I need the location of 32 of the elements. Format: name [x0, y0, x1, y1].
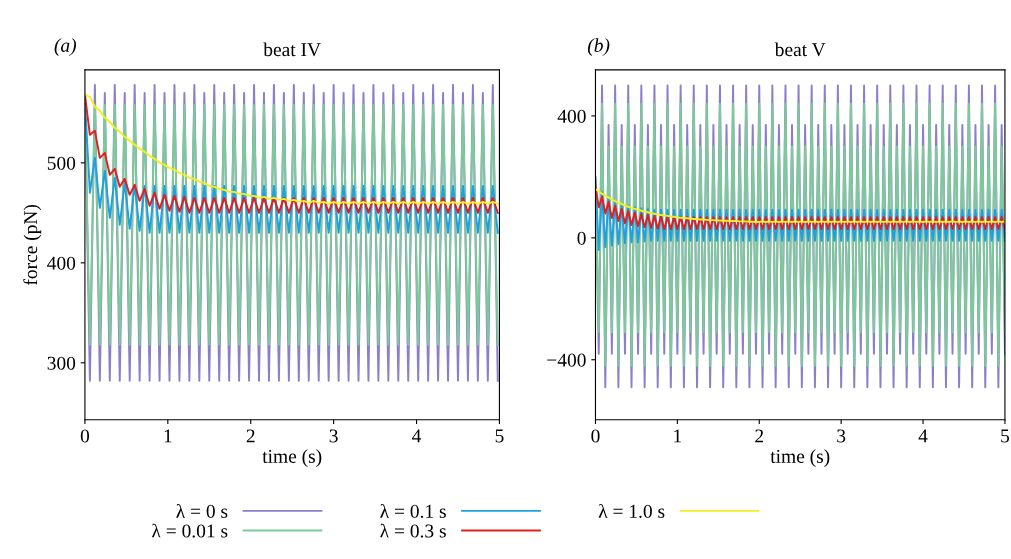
x-axis-title: time (s): [770, 449, 830, 467]
x-tick-label: 4: [918, 429, 928, 443]
x-tick-label: 3: [329, 429, 338, 443]
legend-label: λ = 0 s: [176, 503, 228, 518]
text: (b): [587, 38, 610, 56]
y-tick-label: −400: [547, 353, 586, 367]
x-tick-label: 1: [164, 429, 172, 443]
x-tick-label: 2: [246, 429, 255, 443]
legend-label: λ = 0.3 s: [380, 523, 446, 538]
line-series: [595, 185, 1005, 231]
y-tick-label: 400: [557, 109, 586, 123]
x-tick-label: 2: [755, 429, 764, 443]
y-tick-label: 400: [47, 256, 76, 270]
y-axis-title: force (pN): [23, 204, 42, 285]
legend-label: λ = 1.0 s: [598, 503, 665, 518]
legend-label: λ = 0.01 s: [151, 523, 228, 538]
x-tick-label: 5: [1001, 429, 1010, 443]
x-axis-title: time (s): [262, 449, 322, 467]
y-tick-label: 0: [577, 231, 586, 245]
chart-title: beat V: [774, 42, 826, 57]
x-tick-label: 4: [412, 429, 422, 443]
y-tick-label: 300: [47, 356, 76, 370]
y-tick-label: 500: [47, 156, 76, 170]
line-series: [595, 188, 1005, 223]
text: (a): [54, 38, 77, 56]
x-tick-label: 0: [80, 429, 90, 443]
chart-title: beat IV: [263, 42, 321, 57]
legend-label: λ = 0.1 s: [380, 503, 446, 518]
x-tick-label: 3: [837, 429, 846, 443]
x-tick-label: 1: [674, 429, 682, 443]
x-tick-label: 5: [495, 429, 504, 443]
x-tick-label: 0: [591, 429, 600, 443]
